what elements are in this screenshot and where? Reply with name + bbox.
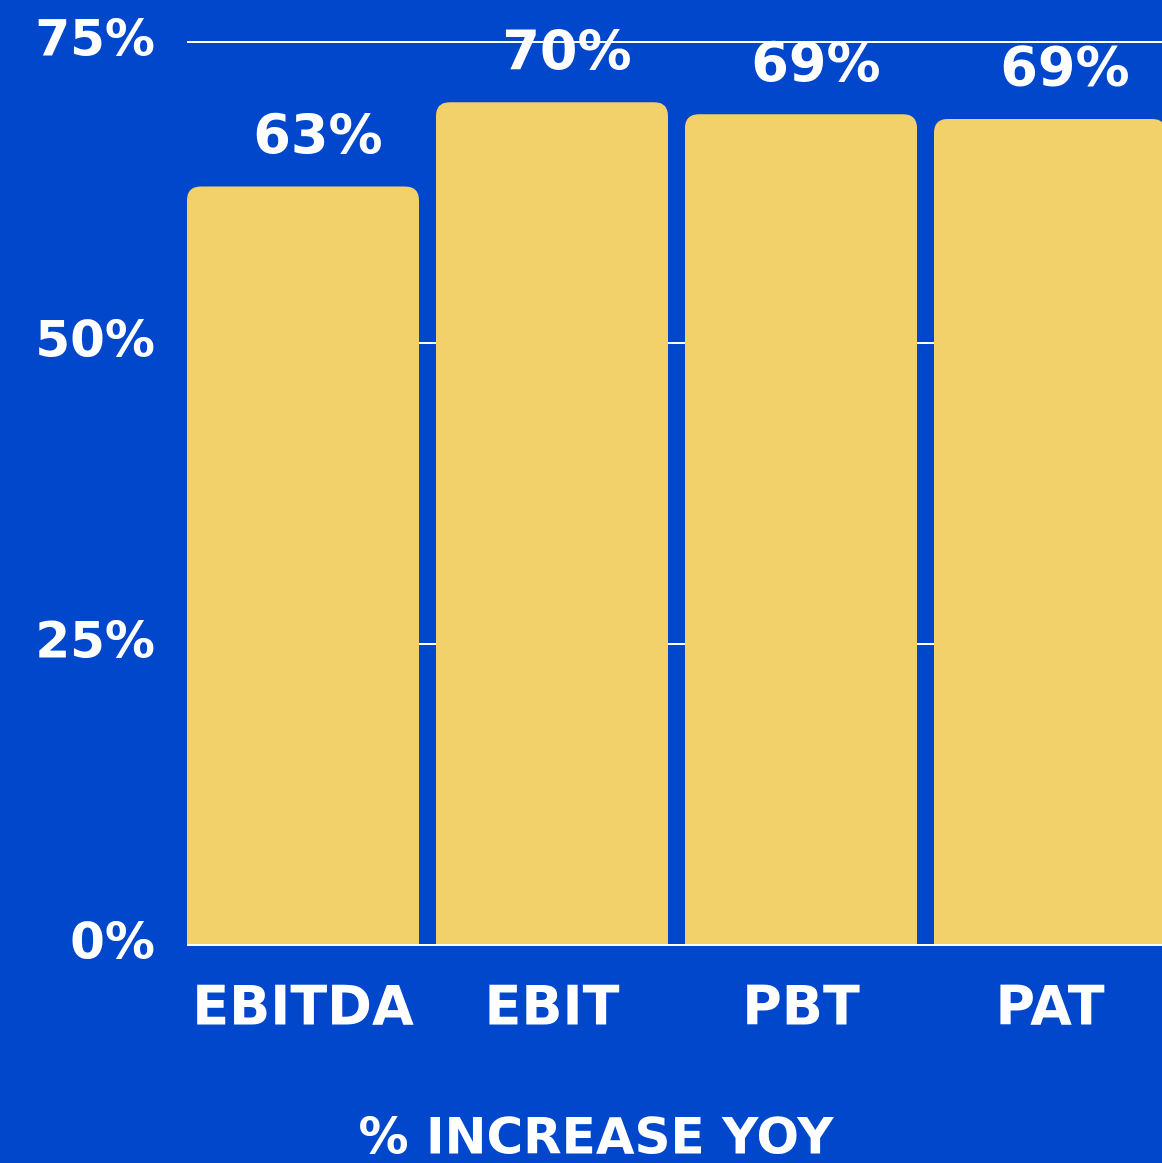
- y-tick-label: 25%: [35, 612, 155, 670]
- x-axis-label: % INCREASE YOY: [359, 1108, 835, 1163]
- y-tick-label: 50%: [35, 311, 155, 369]
- bar: [934, 119, 1162, 945]
- x-tick-label: PAT: [995, 975, 1104, 1038]
- x-tick-label: PBT: [742, 975, 860, 1038]
- x-tick-label: EBITDA: [192, 975, 414, 1038]
- bar: [436, 102, 668, 945]
- value-label: 69%: [751, 31, 880, 94]
- bar: [685, 114, 917, 946]
- y-tick-label: 0%: [70, 913, 155, 971]
- y-tick-label: 75%: [35, 10, 155, 68]
- value-label: 70%: [502, 19, 631, 82]
- value-label: 69%: [1000, 36, 1129, 99]
- bar: [187, 186, 419, 946]
- x-tick-label: EBIT: [485, 975, 620, 1038]
- value-label: 63%: [253, 103, 382, 166]
